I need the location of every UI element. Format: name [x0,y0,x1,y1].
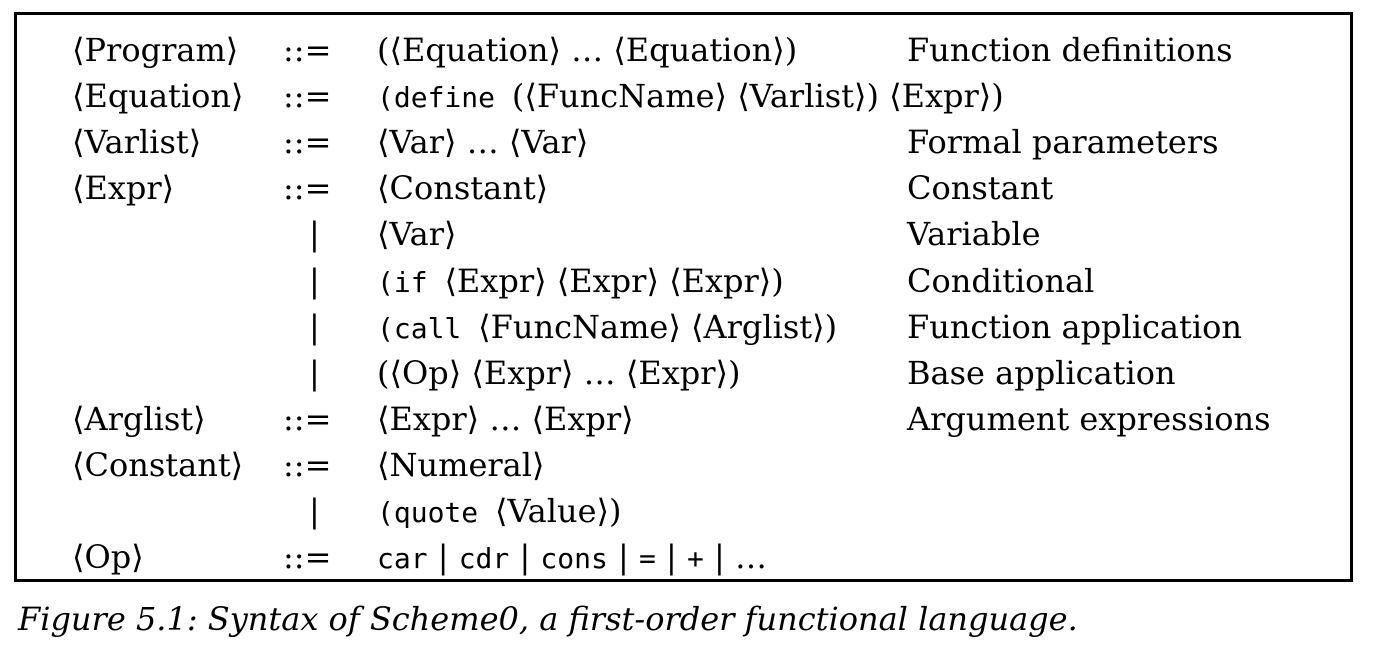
definition-symbol: ::= [283,31,332,69]
production-comment: Formal parameters [907,123,1219,162]
rhs-text: | [509,538,541,577]
keyword-code: + [686,542,704,576]
production-rhs: car | cdr | cons | = | + | … [377,537,767,579]
production-rhs: ⟨Expr⟩ … ⟨Expr⟩ [377,399,634,439]
production-rhs: ⟨Var⟩ [377,214,457,254]
nonterminal: ⟨Varlist⟩ [72,123,202,162]
definition-symbol: ::= [283,538,332,577]
production-rhs: (call ⟨FuncName⟩ ⟨Arglist⟩) [377,307,837,349]
definition-symbol: ::= [283,445,332,484]
production-rhs: (define (⟨FuncName⟩ ⟨Varlist⟩) ⟨Expr⟩) [377,76,1004,118]
rhs-text: ⟨Var⟩ … ⟨Var⟩ [377,123,589,162]
nonterminal: ⟨Program⟩ [72,31,239,69]
production-rhs: ⟨Numeral⟩ [377,445,544,485]
rhs-text: ⟨Value⟩) [495,492,622,530]
keyword-code: (if [377,265,445,299]
nonterminal: ⟨Equation⟩ [72,77,244,116]
production-rhs: (quote ⟨Value⟩) [377,491,622,533]
rhs-text: ⟨Expr⟩ ⟨Expr⟩ ⟨Expr⟩) [444,261,784,300]
production-comment: Base application [907,353,1176,392]
alternative-bar: | [309,492,320,530]
alternative-bar: | [309,261,320,300]
keyword-code: (define [377,81,512,115]
nonterminal: ⟨Op⟩ [72,538,144,577]
keyword-code: = [638,542,656,576]
rhs-text: ⟨FuncName⟩ ⟨Arglist⟩) [478,307,838,346]
nonterminal: ⟨Arglist⟩ [72,399,206,438]
alternative-bar: | [309,307,320,346]
production-comment: Function application [907,307,1242,346]
production-rhs: (⟨Op⟩ ⟨Expr⟩ … ⟨Expr⟩) [377,353,740,393]
rhs-text: | … [703,538,767,577]
keyword-code: (call [377,311,479,345]
production-rhs: ⟨Constant⟩ [377,168,548,208]
nonterminal: ⟨Constant⟩ [72,445,244,484]
nonterminal: ⟨Expr⟩ [72,169,175,208]
rhs-text: ⟨Expr⟩ … ⟨Expr⟩ [377,399,634,438]
rhs-text: ⟨Var⟩ [377,215,457,254]
definition-symbol: ::= [283,123,332,162]
alternative-bar: | [309,215,320,254]
rhs-text: ⟨Numeral⟩ [377,445,545,484]
keyword-code: cons [540,542,608,576]
keyword-code: car [377,542,428,576]
grammar-box: ⟨Program⟩::= (⟨Equation⟩ … ⟨Equation⟩) Fun… [14,12,1353,582]
rhs-text: (⟨FuncName⟩ ⟨Varlist⟩) ⟨Expr⟩) [511,77,1004,116]
production-comment: Constant [907,169,1054,208]
production-comment: Function definitions [907,31,1233,69]
keyword-code: (quote [377,496,496,529]
alternative-bar: | [309,353,320,392]
production-rhs: (⟨Equation⟩ … ⟨Equation⟩) [377,30,797,70]
definition-symbol: ::= [283,169,332,208]
definition-symbol: ::= [283,77,332,116]
figure-caption: Figure 5.1: Syntax of Scheme0, a first-o… [18,600,1078,638]
rhs-text: ⟨Constant⟩ [377,169,549,208]
rhs-text: (⟨Equation⟩ … ⟨Equation⟩) [377,31,798,69]
rhs-text: (⟨Op⟩ ⟨Expr⟩ … ⟨Expr⟩) [377,353,741,392]
production-rhs: (if ⟨Expr⟩ ⟨Expr⟩ ⟨Expr⟩) [377,261,784,303]
production-comment: Conditional [907,261,1095,300]
definition-symbol: ::= [283,399,332,438]
production-comment: Variable [907,215,1041,254]
rhs-text: | [427,538,459,577]
keyword-code: cdr [458,542,510,576]
production-rhs: ⟨Var⟩ … ⟨Var⟩ [377,122,588,162]
rhs-text: | [655,538,687,577]
production-comment: Argument expressions [907,399,1271,438]
rhs-text: | [607,538,639,577]
